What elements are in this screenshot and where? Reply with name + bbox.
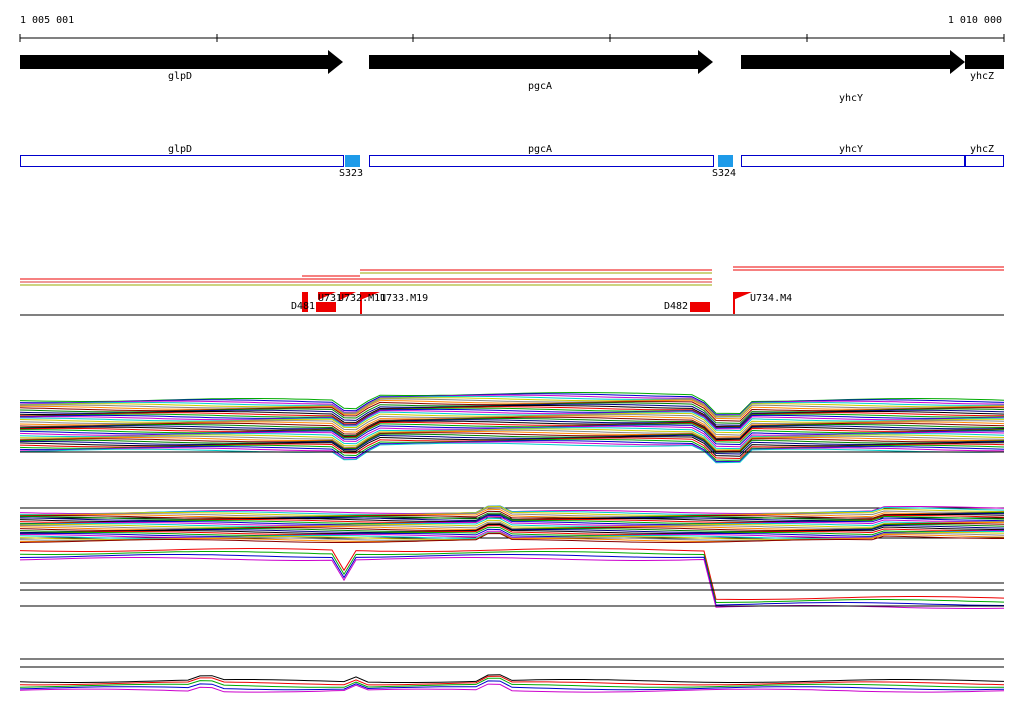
ruler xyxy=(19,34,1005,42)
gene-boxes xyxy=(20,155,1004,167)
track-line xyxy=(19,393,1005,416)
gene-label: yhcY xyxy=(839,93,863,104)
track-line xyxy=(19,523,1005,533)
track-line xyxy=(20,423,1005,443)
track-line xyxy=(19,407,1005,429)
track-line xyxy=(19,514,1004,525)
track-line xyxy=(19,508,1005,518)
track-line xyxy=(19,510,1005,519)
track-line xyxy=(19,441,1005,464)
track-line xyxy=(19,419,1005,440)
site-label: S324 xyxy=(712,168,736,179)
track-line xyxy=(19,532,1004,543)
track-line xyxy=(19,431,1005,452)
track-line xyxy=(20,434,1005,455)
gene-label: pgcA xyxy=(528,81,552,92)
track-line xyxy=(19,398,1005,418)
feature-flags xyxy=(302,292,752,314)
track-line xyxy=(19,675,1005,686)
track-line xyxy=(19,418,1005,440)
gene-label: glpD xyxy=(168,71,192,82)
track-line xyxy=(19,440,1005,463)
box-label: yhcZ xyxy=(970,144,994,155)
track-line xyxy=(19,408,1005,429)
track-line xyxy=(19,683,1005,693)
feature-label: U734.M4 xyxy=(750,293,792,304)
signal-tracks xyxy=(19,392,1005,693)
track-line xyxy=(19,548,1005,600)
track-line xyxy=(19,405,1005,428)
track-line xyxy=(19,420,1005,441)
box-label: pgcA xyxy=(528,144,552,155)
track-line xyxy=(19,416,1005,439)
feature-label: D482 xyxy=(664,301,688,312)
track-line xyxy=(19,517,1005,527)
gene-label: yhcZ xyxy=(970,71,994,82)
track-line xyxy=(19,514,1005,524)
track-line xyxy=(19,395,1005,417)
track-line xyxy=(19,410,1005,430)
track-line xyxy=(19,505,1004,516)
track-line xyxy=(19,433,1005,453)
track-line xyxy=(19,526,1005,536)
track-line xyxy=(19,397,1005,417)
feature-label: U733.M19 xyxy=(380,293,428,304)
track-line xyxy=(19,677,1004,688)
track-line xyxy=(19,429,1005,452)
ruler-end: 1 010 000 xyxy=(948,15,1002,26)
track-line xyxy=(19,421,1005,442)
track-line xyxy=(20,411,1005,432)
track-line xyxy=(19,554,1005,606)
track-line xyxy=(19,428,1005,451)
track-line xyxy=(19,532,1005,542)
track-line xyxy=(19,519,1005,528)
track-line xyxy=(20,530,1005,538)
track-line xyxy=(20,512,1005,520)
track-line xyxy=(19,528,1005,537)
track-line xyxy=(19,551,1005,604)
track-line xyxy=(19,394,1005,417)
feature-label: U732.M11 xyxy=(338,293,386,304)
track-line xyxy=(20,399,1005,420)
track-line xyxy=(20,521,1005,529)
track-line xyxy=(19,507,1005,517)
track-line xyxy=(19,516,1005,526)
track-line xyxy=(19,406,1005,428)
segments xyxy=(20,266,1004,316)
track-line xyxy=(19,674,1005,683)
track-line xyxy=(19,525,1005,535)
track-line xyxy=(19,523,1004,534)
box-label: glpD xyxy=(168,144,192,155)
feature-label: D481 xyxy=(291,301,315,312)
ruler-start: 1 005 001 xyxy=(20,15,74,26)
site xyxy=(718,155,733,167)
track-line xyxy=(19,505,1005,515)
track-line xyxy=(19,432,1005,452)
box-label: yhcY xyxy=(839,144,863,155)
gene-arrows xyxy=(20,50,1004,74)
track-line xyxy=(19,442,1005,464)
feature-label: U731 xyxy=(318,293,342,304)
site xyxy=(345,155,360,167)
track-line xyxy=(19,680,1005,691)
site-label: S323 xyxy=(339,168,363,179)
